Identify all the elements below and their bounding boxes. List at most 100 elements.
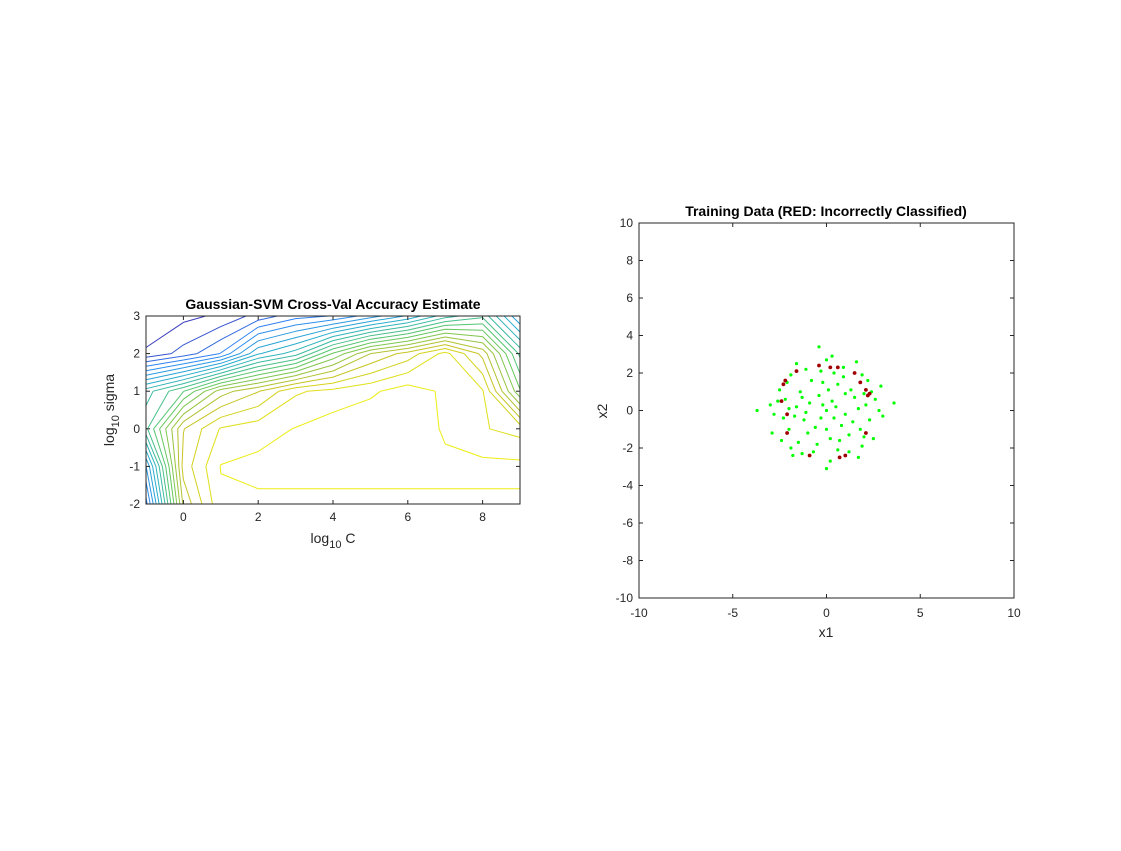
scatter-point-correct <box>832 416 836 420</box>
scatter-point-incorrect <box>785 431 789 435</box>
scatter-point-correct <box>839 423 844 428</box>
scatter-x-tick-label: -10 <box>630 606 648 620</box>
scatter-point-correct <box>856 455 861 459</box>
scatter-point-correct <box>834 405 838 409</box>
scatter-point-incorrect <box>867 391 872 396</box>
scatter-points <box>755 345 896 471</box>
contour-level-line <box>165 332 521 505</box>
scatter-point-correct <box>851 420 855 424</box>
contour-level-line <box>219 384 521 490</box>
scatter-y-tick-label: 4 <box>626 329 633 343</box>
contour-x-tick-label: 2 <box>255 510 262 524</box>
scatter-point-correct <box>811 450 816 454</box>
scatter-point-correct <box>836 448 840 452</box>
scatter-point-incorrect <box>864 431 868 435</box>
scatter-point-correct <box>794 362 799 366</box>
contour-x-ticks: 0 2 4 6 8 <box>180 316 486 524</box>
scatter-axes: -10 -5 0 5 10 -10 -8 -6 -4 -2 0 2 4 6 8 10 Training Da… <box>594 203 1021 640</box>
contour-level-line <box>145 315 358 505</box>
scatter-point-correct <box>819 416 823 420</box>
scatter-point-correct <box>824 427 829 431</box>
scatter-point-correct <box>862 392 866 396</box>
scatter-point-correct <box>800 452 804 456</box>
contour-plot-area <box>145 315 521 505</box>
scatter-point-correct <box>832 371 836 375</box>
scatter-y-tick-label: 8 <box>626 254 633 268</box>
contour-lines <box>145 315 521 505</box>
scatter-x-tick-label: 0 <box>823 606 830 620</box>
scatter-point-correct <box>794 405 799 409</box>
contour-x-tick-label: 8 <box>479 510 486 524</box>
scatter-point-incorrect <box>779 399 784 403</box>
scatter-point-correct <box>860 444 864 448</box>
scatter-point-correct <box>821 380 825 384</box>
scatter-y-ticks: -10 -8 -6 -4 -2 0 2 4 6 8 10 <box>616 216 1014 605</box>
scatter-point-correct <box>817 345 821 349</box>
scatter-y-tick-label: 6 <box>626 291 633 305</box>
scatter-point-correct <box>789 446 793 450</box>
scatter-point-correct <box>868 418 872 422</box>
scatter-point-correct <box>796 440 801 444</box>
contour-level-line <box>177 340 521 505</box>
scatter-point-correct <box>755 408 759 413</box>
contour-y-label: log10 sigma <box>101 374 122 446</box>
scatter-point-correct <box>847 450 851 454</box>
scatter-point-correct <box>813 425 817 429</box>
scatter-point-correct <box>828 459 832 463</box>
scatter-point-correct <box>791 453 795 458</box>
scatter-y-label: x2 <box>594 403 610 418</box>
contour-level-line <box>159 328 521 505</box>
scatter-y-tick-label: -4 <box>622 479 633 493</box>
scatter-point-incorrect <box>785 412 789 417</box>
scatter-point-correct <box>772 412 776 416</box>
scatter-point-correct <box>879 384 883 388</box>
scatter-point-correct <box>824 358 829 362</box>
scatter-point-correct <box>841 365 846 369</box>
contour-level-line <box>145 315 521 505</box>
scatter-point-incorrect <box>852 371 857 375</box>
contour-level-line <box>153 323 521 505</box>
scatter-x-tick-label: 10 <box>1007 606 1021 620</box>
scatter-y-tick-label: -10 <box>616 591 634 605</box>
scatter-point-correct <box>815 442 819 446</box>
contour-level-line <box>181 344 521 505</box>
contour-y-ticks: -2 -1 0 1 2 3 <box>129 309 520 511</box>
scatter-point-correct <box>871 437 876 441</box>
scatter-point-correct <box>849 388 853 392</box>
contour-y-tick-label: 3 <box>133 309 140 323</box>
scatter-point-correct <box>828 437 832 441</box>
scatter-point-correct <box>877 408 881 413</box>
scatter-y-tick-label: 0 <box>626 404 633 418</box>
contour-x-tick-label: 4 <box>330 510 337 524</box>
scatter-x-tick-label: -5 <box>727 606 738 620</box>
scatter-point-correct <box>779 438 784 443</box>
scatter-point-correct <box>856 407 861 411</box>
scatter-y-tick-label: 10 <box>620 216 634 230</box>
scatter-y-tick-label: 2 <box>626 366 633 380</box>
contour-level-line <box>145 315 521 505</box>
scatter-point-correct <box>847 433 851 437</box>
scatter-point-correct <box>808 401 812 405</box>
scatter-point-correct <box>830 354 834 358</box>
scatter-point-incorrect <box>864 388 868 392</box>
scatter-point-correct <box>824 408 829 413</box>
scatter-point-correct <box>770 431 774 435</box>
scatter-point-correct <box>800 395 804 399</box>
scatter-point-correct <box>841 375 846 379</box>
scatter-point-incorrect <box>783 378 788 383</box>
scatter-point-incorrect <box>843 453 848 458</box>
scatter-point-correct <box>806 431 810 435</box>
scatter-point-correct <box>858 427 862 431</box>
scatter-point-correct <box>804 410 808 414</box>
scatter-point-incorrect <box>828 365 833 370</box>
contour-axes: 0 2 4 6 8 -2 -1 0 1 2 3 Gaussian-SVM Cross-Val Ac… <box>101 296 521 551</box>
scatter-point-incorrect <box>794 369 799 373</box>
scatter-point-correct <box>830 399 834 403</box>
scatter-point-correct <box>768 403 772 407</box>
scatter-point-incorrect <box>817 363 821 368</box>
scatter-point-incorrect <box>807 453 812 458</box>
scatter-point-correct <box>843 412 847 416</box>
scatter-x-tick-label: 5 <box>917 606 924 620</box>
scatter-point-correct <box>873 397 877 401</box>
scatter-point-incorrect <box>858 380 863 385</box>
